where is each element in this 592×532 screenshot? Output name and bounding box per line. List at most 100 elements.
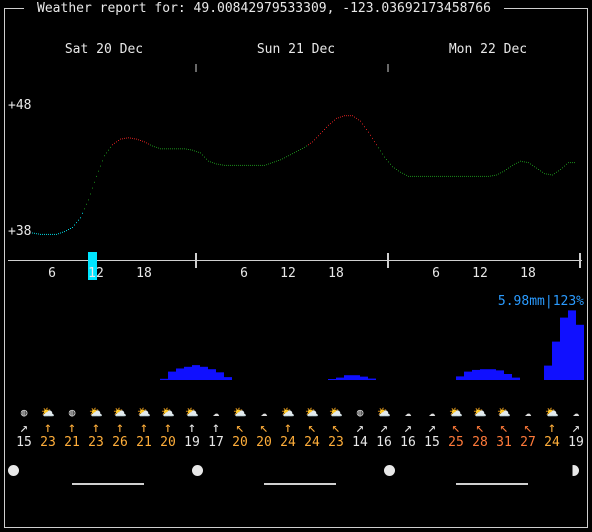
temperature-point xyxy=(144,141,145,143)
wind-speed: 15 xyxy=(16,435,32,450)
temperature-point xyxy=(248,164,249,166)
temperature-point xyxy=(366,129,367,130)
temperature-point xyxy=(260,164,261,166)
weather-condition-icon: ☁ xyxy=(572,406,580,419)
temperature-point xyxy=(514,163,515,165)
temperature-point xyxy=(226,164,227,166)
wind-direction-icon: ↑ xyxy=(139,420,149,436)
temperature-point xyxy=(52,233,53,235)
temperature-point xyxy=(216,163,217,165)
temperature-point xyxy=(234,164,235,166)
temperature-point xyxy=(68,229,69,230)
temperature-point xyxy=(48,233,49,235)
temperature-point xyxy=(244,164,245,166)
wind-speed: 20 xyxy=(160,435,176,450)
temperature-point xyxy=(208,160,209,162)
temperature-point xyxy=(170,148,171,150)
temperature-point xyxy=(40,233,41,235)
temperature-point xyxy=(188,149,189,150)
precipitation-bar xyxy=(512,377,520,380)
weather-condition-icon: ☁ xyxy=(428,406,436,419)
wind-speed: 21 xyxy=(64,435,80,450)
temperature-point xyxy=(200,152,201,154)
temperature-point xyxy=(304,146,305,148)
temperature-point xyxy=(158,147,159,149)
temperature-point xyxy=(222,164,223,166)
temperature-point xyxy=(88,199,89,201)
temperature-point xyxy=(124,137,125,139)
moon-phase-icon xyxy=(8,465,19,476)
temperature-point xyxy=(410,175,411,177)
temperature-point xyxy=(450,175,451,177)
temperature-point xyxy=(220,164,221,166)
temperature-point xyxy=(280,159,281,161)
wind-direction-icon: ↖ xyxy=(331,420,341,436)
temperature-point xyxy=(572,162,573,164)
temperature-point xyxy=(486,175,487,177)
temperature-point xyxy=(540,170,541,172)
temperature-point xyxy=(242,164,243,166)
temperature-point xyxy=(398,170,399,172)
precipitation-bar xyxy=(368,378,376,380)
temperature-point xyxy=(568,162,569,164)
day-label-mon: Mon 22 Dec xyxy=(448,42,528,57)
temperature-point xyxy=(480,175,481,177)
hour-label: 18 xyxy=(520,266,536,281)
weather-condition-icon: ◍ xyxy=(356,406,364,419)
temperature-point xyxy=(258,164,259,166)
temperature-point xyxy=(174,148,175,150)
temperature-point xyxy=(460,175,461,177)
temperature-point xyxy=(316,137,317,139)
temperature-point xyxy=(44,233,45,235)
temperature-point xyxy=(570,162,571,164)
temperature-point xyxy=(140,140,141,141)
weather-condition-icon: ◍ xyxy=(20,406,28,419)
temperature-point xyxy=(162,148,163,150)
temperature-point xyxy=(130,137,131,139)
wind-speed: 14 xyxy=(352,435,368,450)
temperature-point xyxy=(256,164,257,166)
wind-speed: 23 xyxy=(88,435,104,450)
temperature-point xyxy=(42,233,43,235)
precipitation-bar xyxy=(552,341,560,380)
temperature-line xyxy=(32,115,575,235)
temperature-point xyxy=(554,173,555,175)
temperature-point xyxy=(148,143,149,145)
temperature-point xyxy=(408,175,409,177)
wind-speed: 27 xyxy=(520,435,536,450)
temperature-point xyxy=(58,233,59,235)
temperature-point xyxy=(50,233,51,235)
precipitation-bar xyxy=(336,377,344,380)
temperature-point xyxy=(558,170,559,172)
temperature-point xyxy=(224,164,225,166)
temperature-point xyxy=(114,142,115,144)
temperature-point xyxy=(348,115,349,117)
hour-label: 6 xyxy=(240,266,248,281)
temperature-point xyxy=(472,175,473,177)
temperature-point xyxy=(156,146,157,148)
wind-direction-icon: ↖ xyxy=(259,420,269,436)
temperature-point xyxy=(420,175,421,177)
temperature-point xyxy=(106,152,107,154)
weather-condition-icon: ⛅ xyxy=(113,406,127,419)
wind-direction-icon: ↖ xyxy=(307,420,317,436)
temperature-point xyxy=(108,149,109,151)
temperature-point xyxy=(432,175,433,177)
weather-condition-icon: ⛅ xyxy=(233,406,247,419)
temperature-point xyxy=(516,162,517,164)
temperature-point xyxy=(274,161,275,163)
temperature-point xyxy=(236,164,237,166)
temperature-point xyxy=(498,173,499,175)
temperature-point xyxy=(440,175,441,177)
hour-label: 18 xyxy=(136,266,152,281)
weather-condition-icon: ⛅ xyxy=(41,406,55,419)
temperature-point xyxy=(326,126,327,128)
current-time-marker xyxy=(88,252,97,280)
temperature-point xyxy=(294,152,295,154)
temperature-point xyxy=(92,187,93,189)
temperature-point xyxy=(376,144,377,146)
weather-condition-icon: ⛅ xyxy=(329,406,343,419)
temperature-point xyxy=(134,138,135,140)
wind-speed: 28 xyxy=(472,435,488,450)
